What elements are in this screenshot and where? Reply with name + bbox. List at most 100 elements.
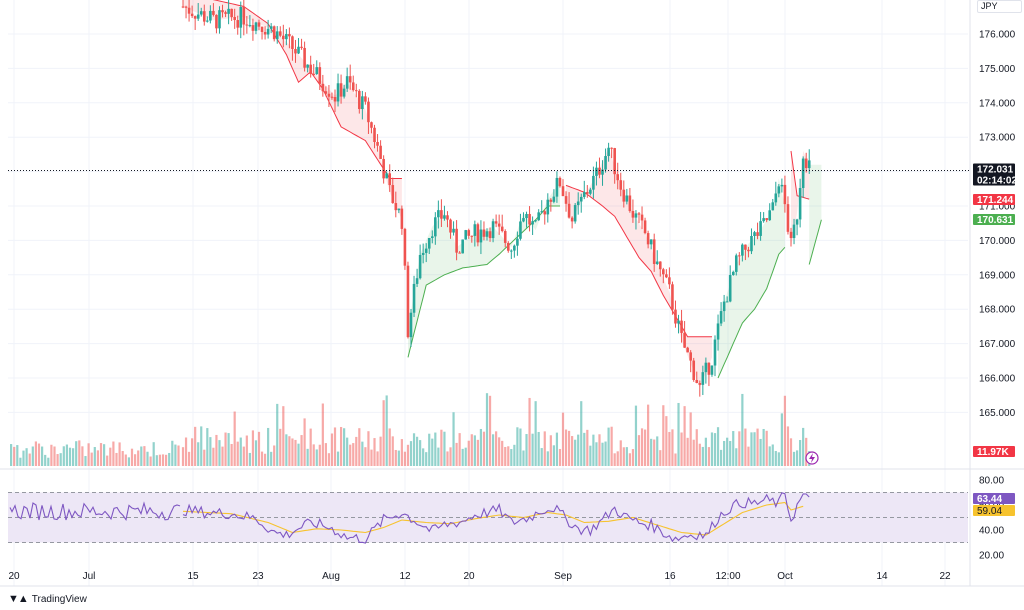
candle-body (327, 93, 331, 97)
volume-bar (75, 441, 78, 466)
volume-bar (343, 428, 346, 466)
volume-bar (595, 442, 598, 466)
volume-bar (783, 395, 787, 466)
volume-bar (200, 426, 203, 466)
volume-bar (50, 444, 53, 466)
volume-bar (146, 451, 149, 466)
candle-body (543, 211, 547, 215)
volume-bar (112, 441, 115, 466)
candle-body (728, 275, 732, 302)
candle-body (628, 195, 632, 212)
supertrend-fill (408, 181, 560, 358)
volume-bar (516, 427, 519, 466)
time-tick-label: 15 (187, 571, 199, 582)
volume-bar (455, 442, 458, 466)
candle-body (683, 332, 686, 348)
price-tick-label: 169.000 (979, 270, 1016, 281)
volume-bar (315, 449, 318, 466)
rsi-line-early (9, 501, 181, 522)
candle-body (230, 8, 233, 18)
volume-bar (28, 453, 31, 466)
candle-body (430, 236, 434, 238)
candle-body (263, 31, 267, 35)
volume-bar (428, 433, 431, 466)
price-tick-label: 175.000 (979, 64, 1016, 75)
volume-bar (90, 452, 93, 466)
volume-bar (437, 447, 440, 466)
volume-bar (358, 428, 361, 466)
candle-body (549, 199, 553, 202)
candle-body (470, 235, 474, 237)
volume-bar (604, 441, 607, 466)
volume-bar (409, 441, 413, 466)
volume-bar (31, 446, 34, 466)
volume-bar (610, 426, 613, 466)
volume-bar (191, 438, 194, 466)
volume-bar (482, 431, 486, 466)
rsi-ma-line (182, 501, 804, 536)
candle-body (786, 204, 790, 232)
volume-bar (227, 433, 230, 466)
volume-bar (333, 427, 337, 466)
candle-body (297, 46, 300, 54)
rsi-tick-label: 80.00 (979, 476, 1004, 487)
volume-bar (768, 446, 771, 466)
candle-body (771, 202, 775, 211)
candle-body (558, 177, 562, 187)
volume-bar (215, 434, 218, 466)
volume-bar (479, 428, 483, 466)
supertrend-line (565, 184, 712, 338)
volume-bar (580, 401, 583, 466)
candle-body (358, 90, 361, 110)
volume-bar (47, 457, 50, 466)
candle-body (400, 208, 404, 229)
volume-bar (251, 430, 255, 466)
candle-body (668, 277, 671, 285)
time-tick-label: Oct (777, 571, 793, 582)
volume-bar (473, 435, 476, 466)
volume-bar (177, 445, 180, 466)
volume-bar (218, 440, 221, 466)
lightning-icon (805, 451, 819, 465)
volume-bar (412, 433, 416, 466)
volume-bar (510, 449, 513, 466)
volume-bar (230, 443, 233, 466)
volume-bar (774, 450, 777, 466)
volume-bar (143, 446, 146, 466)
volume-bar (406, 444, 410, 466)
time-tick-label: 23 (252, 571, 264, 582)
volume-bar (634, 405, 638, 466)
volume-bar (701, 446, 704, 466)
volume-bar (519, 428, 522, 466)
time-tick-label: 20 (8, 571, 20, 582)
candle-body (804, 158, 808, 169)
supertrend (183, 0, 822, 389)
candle-body (662, 269, 665, 275)
candle-body (354, 90, 358, 92)
volume-bar (367, 431, 370, 466)
brand[interactable]: ▼▲ TradingView (8, 593, 87, 605)
volume-tag-bg (973, 446, 1015, 457)
candle-body (333, 97, 337, 102)
candle-body (409, 312, 413, 338)
rsi-ma-tag-text: 59.04 (977, 506, 1002, 517)
currency-label[interactable]: JPY (977, 0, 1022, 13)
candle-body (631, 211, 635, 218)
volume-bar (184, 437, 188, 466)
candle-body (415, 278, 419, 284)
volume-bar (263, 453, 267, 466)
volume-bar (558, 448, 562, 466)
candle-body (443, 215, 446, 219)
candle-body (282, 35, 285, 40)
supertrend-down-tag-text: 171.244 (977, 195, 1014, 206)
volume-bar (59, 453, 62, 466)
volume-bar (22, 450, 25, 466)
rsi-band (8, 492, 968, 543)
volume-bar (127, 457, 130, 466)
candle-body (196, 14, 200, 19)
volume-bar (41, 446, 44, 466)
volume-bar (491, 434, 495, 466)
candles (181, 0, 811, 397)
volume-bar (692, 439, 695, 466)
